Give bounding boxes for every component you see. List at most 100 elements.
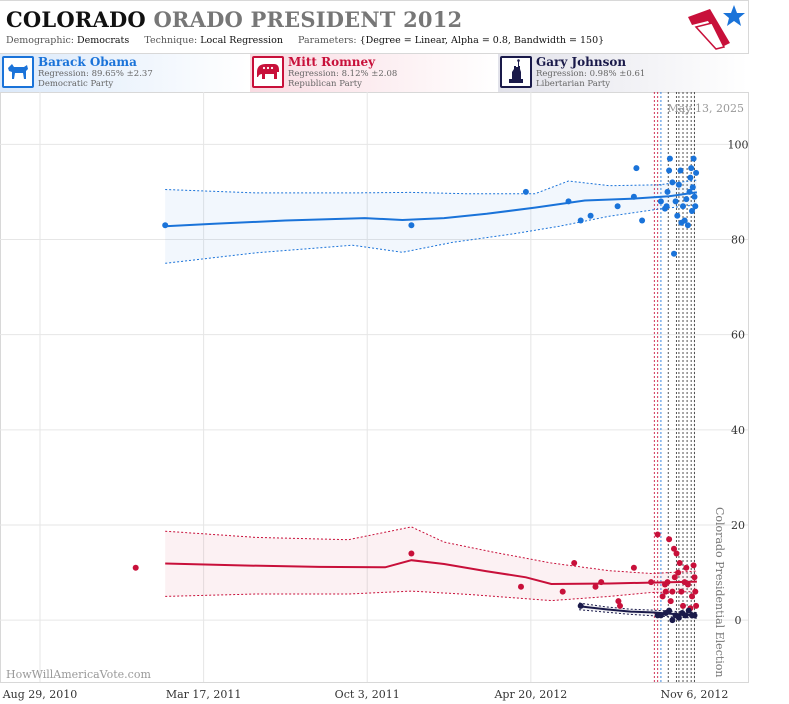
x-axis: Aug 29, 2010 Mar 17, 2011 Oct 3, 2011 Apr 2… — [2, 688, 729, 701]
poll-point-gary-johnson[interactable] — [682, 612, 689, 619]
poll-point-mitt-romney[interactable] — [559, 588, 566, 595]
confidence-band-barack-obama — [165, 180, 697, 264]
poll-point-mitt-romney[interactable] — [592, 583, 599, 590]
poll-point-mitt-romney[interactable] — [518, 583, 524, 590]
poll-point-mitt-romney[interactable] — [598, 579, 605, 586]
poll-point-barack-obama[interactable] — [690, 155, 697, 162]
candidate-card-obama[interactable]: Barack Obama Regression: 89.65% ±2.37 De… — [0, 54, 248, 92]
candidate-card-johnson[interactable]: Gary Johnson Regression: 0.98% ±0.61 Lib… — [498, 54, 748, 92]
poll-point-barack-obama[interactable] — [688, 165, 695, 172]
poll-point-gary-johnson[interactable] — [669, 617, 676, 624]
poll-point-mitt-romney[interactable] — [675, 569, 682, 576]
plot-frame — [0, 92, 749, 683]
poll-point-barack-obama[interactable] — [689, 184, 696, 191]
y-tick-label: 60 — [731, 329, 745, 342]
poll-point-barack-obama[interactable] — [663, 203, 670, 210]
poll-point-mitt-romney[interactable] — [617, 602, 623, 609]
poll-point-mitt-romney[interactable] — [667, 598, 674, 605]
poll-point-barack-obama[interactable] — [630, 193, 637, 200]
poll-point-barack-obama[interactable] — [657, 198, 664, 205]
title-state: COLORADO — [6, 7, 146, 32]
poll-point-mitt-romney[interactable] — [648, 579, 655, 586]
poll-point-barack-obama[interactable] — [669, 179, 676, 186]
poll-point-gary-johnson[interactable] — [675, 614, 682, 621]
poll-point-mitt-romney[interactable] — [680, 602, 686, 609]
poll-point-barack-obama[interactable] — [683, 196, 690, 203]
election-label: Colorado Presidential Election — [713, 507, 726, 678]
poll-point-mitt-romney[interactable] — [678, 588, 685, 595]
poll-point-mitt-romney[interactable] — [691, 574, 698, 581]
parameters-line: Demographic: Democrats Technique: Local … — [6, 35, 604, 46]
poll-point-barack-obama[interactable] — [639, 217, 646, 224]
poll-point-mitt-romney[interactable] — [673, 550, 680, 557]
poll-point-barack-obama[interactable] — [577, 217, 584, 224]
poll-point-mitt-romney[interactable] — [689, 593, 695, 600]
poll-point-mitt-romney[interactable] — [630, 564, 637, 571]
poll-point-mitt-romney[interactable] — [662, 588, 669, 595]
poll-point-mitt-romney[interactable] — [693, 602, 700, 609]
poll-point-mitt-romney[interactable] — [132, 564, 139, 571]
poll-point-mitt-romney[interactable] — [671, 545, 677, 552]
upper-bound-barack-obama — [165, 179, 697, 195]
poll-point-mitt-romney[interactable] — [690, 562, 697, 569]
poll-point-barack-obama[interactable] — [587, 212, 594, 219]
poll-point-barack-obama[interactable] — [677, 167, 684, 174]
poll-point-mitt-romney[interactable] — [692, 588, 699, 595]
poll-point-gary-johnson[interactable] — [657, 612, 664, 619]
poll-point-barack-obama[interactable] — [684, 222, 691, 229]
poll-point-mitt-romney[interactable] — [571, 560, 578, 566]
poll-point-barack-obama[interactable] — [691, 193, 698, 200]
poll-point-mitt-romney[interactable] — [684, 581, 691, 588]
poll-point-barack-obama[interactable] — [664, 188, 671, 195]
poll-point-mitt-romney[interactable] — [615, 598, 622, 605]
poll-point-gary-johnson[interactable] — [685, 607, 692, 614]
poll-point-barack-obama[interactable] — [674, 212, 681, 219]
poll-point-mitt-romney[interactable] — [659, 593, 666, 600]
poll-point-barack-obama[interactable] — [671, 250, 677, 257]
poll-point-barack-obama[interactable] — [408, 222, 415, 229]
candidate-regression: Regression: 0.98% ±0.61 — [536, 69, 646, 79]
site-credit[interactable]: HowWillAmericaVote.com — [6, 668, 151, 681]
poll-point-barack-obama[interactable] — [686, 188, 693, 195]
elephant-icon — [252, 56, 284, 88]
trend-line-barack-obama — [165, 191, 698, 228]
poll-point-gary-johnson[interactable] — [666, 607, 673, 614]
poll-point-mitt-romney[interactable] — [664, 579, 671, 586]
candidate-name: Mitt Romney — [288, 55, 376, 69]
site-logo-icon[interactable] — [686, 3, 746, 51]
poll-point-barack-obama[interactable] — [522, 188, 529, 195]
poll-point-mitt-romney[interactable] — [683, 564, 690, 571]
poll-point-barack-obama[interactable] — [692, 203, 699, 210]
poll-point-mitt-romney[interactable] — [669, 588, 676, 595]
poll-point-barack-obama[interactable] — [633, 165, 640, 172]
poll-point-mitt-romney[interactable] — [408, 550, 415, 557]
poll-point-barack-obama[interactable] — [666, 155, 673, 162]
grid — [0, 92, 748, 682]
lower-bound-barack-obama — [165, 204, 697, 264]
poll-point-barack-obama[interactable] — [614, 203, 621, 210]
poll-point-barack-obama[interactable] — [672, 198, 679, 205]
poll-point-gary-johnson[interactable] — [577, 602, 584, 609]
y-axis: 0 20 40 60 80 100 — [728, 138, 749, 627]
poll-point-barack-obama[interactable] — [666, 167, 673, 174]
poll-point-barack-obama[interactable] — [675, 181, 682, 188]
candidate-regression: Regression: 8.12% ±2.08 — [288, 69, 398, 79]
poll-point-barack-obama[interactable] — [693, 169, 700, 176]
poll-point-barack-obama[interactable] — [680, 203, 686, 210]
poll-point-mitt-romney[interactable] — [654, 531, 661, 538]
candidate-name: Barack Obama — [38, 55, 137, 69]
liberty-statue-icon — [500, 56, 532, 88]
poll-point-mitt-romney[interactable] — [671, 574, 678, 581]
technique-value: Local Regression — [200, 35, 283, 46]
candidate-card-romney[interactable]: Mitt Romney Regression: 8.12% ±2.08 Repu… — [250, 54, 498, 92]
poll-point-barack-obama[interactable] — [687, 174, 694, 181]
upper-bound-mitt-romney — [165, 526, 697, 575]
poll-point-mitt-romney[interactable] — [676, 560, 683, 566]
poll-point-gary-johnson[interactable] — [691, 612, 698, 619]
poll-point-barack-obama[interactable] — [689, 208, 695, 214]
poll-point-barack-obama[interactable] — [681, 217, 688, 224]
poll-point-barack-obama[interactable] — [162, 222, 169, 229]
poll-point-mitt-romney[interactable] — [666, 536, 673, 543]
technique-label: Technique: — [144, 35, 198, 46]
poll-point-barack-obama[interactable] — [565, 198, 572, 205]
